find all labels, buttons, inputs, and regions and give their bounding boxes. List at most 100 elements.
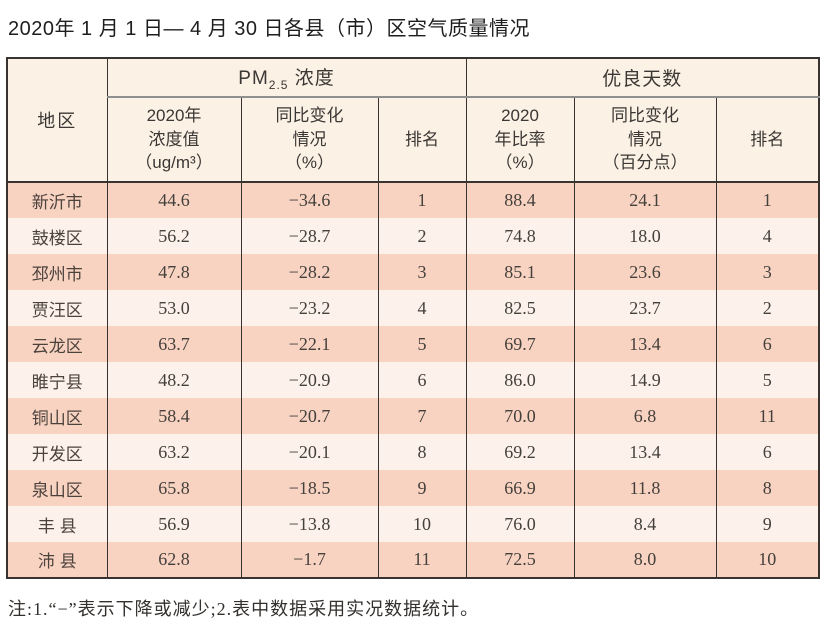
cell-region: 鼓楼区: [6, 218, 108, 254]
pm25-label-suffix: 浓度: [288, 68, 335, 90]
cell-good-change: 18.0: [573, 218, 717, 254]
cell-pm25-change: −28.7: [240, 218, 379, 254]
table-row: 铜山区 58.4 −20.7 7 70.0 6.8 11: [6, 398, 820, 434]
cell-pm25-value: 63.2: [106, 434, 242, 470]
cell-region: 云龙区: [6, 326, 108, 362]
cell-pm25-value: 63.7: [106, 326, 242, 362]
cell-region: 睢宁县: [6, 362, 108, 398]
cell-pm25-change: −13.8: [240, 506, 379, 542]
cell-good-change: 6.8: [573, 398, 717, 434]
table-row: 沛 县 62.8 −1.7 11 72.5 8.0 10: [6, 542, 820, 578]
cell-pm25-rank: 1: [377, 182, 467, 218]
cell-pm25-value: 58.4: [106, 398, 242, 434]
header-group-row: 地区 PM2.5 浓度 优良天数: [6, 58, 820, 183]
table-row: 邳州市 47.8 −28.2 3 85.1 23.6 3: [6, 254, 820, 290]
cell-pm25-rank: 4: [377, 290, 467, 326]
cell-region: 邳州市: [6, 254, 108, 290]
cell-good-change: 24.1: [573, 182, 717, 218]
table-row: 泉山区 65.8 −18.5 9 66.9 11.8 8: [6, 470, 820, 506]
cell-good-change: 8.0: [573, 542, 717, 578]
cell-good-rank: 10: [715, 542, 820, 578]
cell-good-ratio: 85.1: [465, 254, 575, 290]
cell-good-ratio: 88.4: [465, 182, 575, 218]
cell-good-ratio: 69.2: [465, 434, 575, 470]
cell-pm25-rank: 11: [377, 542, 467, 578]
cell-pm25-value: 56.2: [106, 218, 242, 254]
col-group-good-days: 优良天数: [465, 58, 820, 98]
cell-pm25-value: 65.8: [106, 470, 242, 506]
cell-pm25-value: 62.8: [106, 542, 242, 578]
cell-pm25-change: −20.9: [240, 362, 379, 398]
cell-good-rank: 11: [715, 398, 820, 434]
cell-pm25-value: 53.0: [106, 290, 242, 326]
table-row: 睢宁县 48.2 −20.9 6 86.0 14.9 5: [6, 362, 820, 398]
pm25-label-prefix: PM: [238, 68, 269, 90]
cell-pm25-rank: 7: [377, 398, 467, 434]
page-title: 2020年 1 月 1 日— 4 月 30 日各县（市）区空气质量情况: [8, 18, 531, 40]
cell-good-change: 8.4: [573, 506, 717, 542]
cell-good-change: 11.8: [573, 470, 717, 506]
table-body: 新沂市 44.6 −34.6 1 88.4 24.1 1 鼓楼区 56.2 −2…: [6, 182, 820, 578]
col-header-good-rank: 排名: [715, 97, 820, 183]
table-row: 云龙区 63.7 −22.1 5 69.7 13.4 6: [6, 326, 820, 362]
cell-pm25-rank: 2: [377, 218, 467, 254]
cell-pm25-rank: 3: [377, 254, 467, 290]
cell-good-ratio: 72.5: [465, 542, 575, 578]
col-header-good-change: 同比变化 情况 （百分点）: [573, 97, 717, 183]
cell-region: 新沂市: [6, 182, 108, 218]
cell-pm25-rank: 8: [377, 434, 467, 470]
cell-good-change: 13.4: [573, 326, 717, 362]
cell-good-ratio: 86.0: [465, 362, 575, 398]
cell-pm25-change: −23.2: [240, 290, 379, 326]
cell-good-change: 23.7: [573, 290, 717, 326]
cell-pm25-value: 47.8: [106, 254, 242, 290]
cell-good-ratio: 76.0: [465, 506, 575, 542]
footnote: 注:1.“−”表示下降或减少;2.表中数据采用实况数据统计。: [8, 599, 480, 619]
cell-good-rank: 9: [715, 506, 820, 542]
table-header: 地区 PM2.5 浓度 优良天数 2020年 浓度值 （ug/m³） 同比变化 …: [6, 58, 820, 183]
pm25-label-subscript: 2.5: [268, 77, 289, 92]
table-row: 丰 县 56.9 −13.8 10 76.0 8.4 9: [6, 506, 820, 542]
cell-good-rank: 8: [715, 470, 820, 506]
cell-region: 开发区: [6, 434, 108, 470]
cell-good-ratio: 82.5: [465, 290, 575, 326]
cell-pm25-rank: 5: [377, 326, 467, 362]
col-header-pm25-value: 2020年 浓度值 （ug/m³）: [106, 97, 242, 183]
cell-good-ratio: 66.9: [465, 470, 575, 506]
cell-pm25-change: −20.1: [240, 434, 379, 470]
col-header-pm25-change: 同比变化 情况 （%）: [240, 97, 379, 183]
cell-pm25-change: −34.6: [240, 182, 379, 218]
cell-good-rank: 3: [715, 254, 820, 290]
cell-good-rank: 4: [715, 218, 820, 254]
cell-good-ratio: 69.7: [465, 326, 575, 362]
cell-good-rank: 5: [715, 362, 820, 398]
cell-good-change: 13.4: [573, 434, 717, 470]
air-quality-table: 地区 PM2.5 浓度 优良天数 2020年 浓度值 （ug/m³） 同比变化 …: [6, 57, 821, 579]
cell-region: 沛 县: [6, 542, 108, 578]
cell-region: 贾汪区: [6, 290, 108, 326]
cell-pm25-change: −28.2: [240, 254, 379, 290]
cell-pm25-value: 48.2: [106, 362, 242, 398]
header-sub-row: 2020年 浓度值 （ug/m³） 同比变化 情况 （%） 排名 2020 年比…: [7, 97, 820, 183]
cell-good-ratio: 74.8: [465, 218, 575, 254]
cell-good-rank: 6: [715, 326, 820, 362]
cell-pm25-rank: 9: [377, 470, 467, 506]
col-header-pm25-rank: 排名: [377, 97, 467, 183]
cell-good-rank: 1: [715, 182, 820, 218]
cell-pm25-value: 56.9: [106, 506, 242, 542]
cell-good-ratio: 70.0: [465, 398, 575, 434]
cell-pm25-rank: 6: [377, 362, 467, 398]
table-row: 贾汪区 53.0 −23.2 4 82.5 23.7 2: [6, 290, 820, 326]
cell-region: 铜山区: [6, 398, 108, 434]
table-row: 开发区 63.2 −20.1 8 69.2 13.4 6: [6, 434, 820, 470]
cell-good-change: 23.6: [573, 254, 717, 290]
cell-pm25-change: −1.7: [240, 542, 379, 578]
cell-pm25-change: −18.5: [240, 470, 379, 506]
col-group-pm25: PM2.5 浓度: [106, 58, 467, 98]
cell-pm25-change: −20.7: [240, 398, 379, 434]
table-row: 鼓楼区 56.2 −28.7 2 74.8 18.0 4: [6, 218, 820, 254]
cell-pm25-change: −22.1: [240, 326, 379, 362]
col-header-region: 地区: [6, 58, 108, 183]
cell-region: 泉山区: [6, 470, 108, 506]
